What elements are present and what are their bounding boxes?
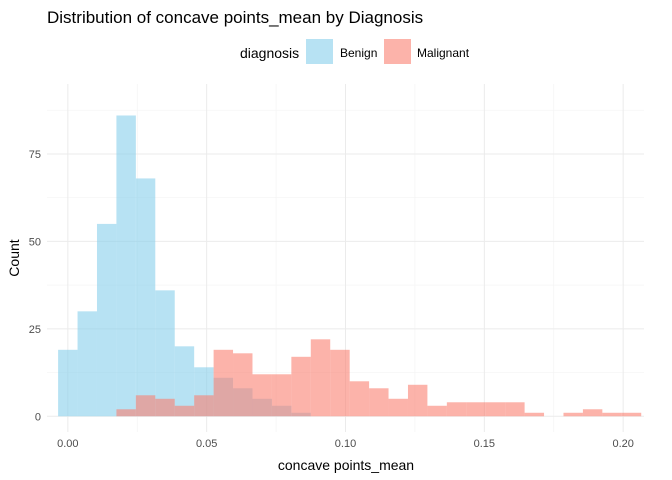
x-tick-label: 0.20 [612, 438, 633, 450]
bar-malignant [524, 412, 545, 417]
x-axis-ticks: 0.00 0.05 0.10 0.15 0.20 [57, 438, 634, 450]
legend-swatch-benign [306, 39, 333, 64]
x-tick-label: 0.10 [335, 438, 356, 450]
bar-malignant [582, 409, 603, 417]
bars [58, 115, 642, 417]
bar-malignant [349, 381, 370, 417]
legend-title: diagnosis [240, 45, 299, 61]
bar-benign [155, 290, 175, 417]
bar-benign [96, 223, 117, 417]
bar-malignant [602, 412, 622, 417]
bar-benign [77, 311, 97, 417]
y-tick-label: 0 [35, 411, 41, 423]
y-tick-label: 50 [29, 236, 41, 248]
bar-malignant [446, 402, 467, 417]
bar-malignant [505, 402, 525, 417]
bar-malignant [271, 374, 292, 417]
bar-benign [174, 346, 195, 417]
bar-malignant [233, 353, 253, 417]
bar-malignant [563, 412, 583, 417]
bar-malignant [407, 384, 428, 417]
y-axis-ticks: 0 25 50 75 [29, 149, 41, 423]
legend-label-malignant: Malignant [417, 46, 470, 60]
legend-label-benign: Benign [340, 46, 377, 60]
x-tick-label: 0.05 [196, 438, 217, 450]
legend: diagnosis Benign Malignant [240, 39, 470, 64]
legend-swatch-malignant [384, 39, 411, 64]
x-tick-label: 0.00 [57, 438, 78, 450]
bar-malignant [621, 412, 642, 417]
bar-malignant [485, 402, 506, 417]
bar-malignant [194, 395, 214, 417]
bar-benign [116, 115, 136, 417]
y-axis-label: Count [6, 239, 22, 276]
bar-malignant [427, 405, 447, 417]
bar-malignant [369, 388, 389, 417]
bar-malignant [116, 409, 136, 417]
bar-malignant [310, 339, 331, 417]
bar-malignant [330, 349, 350, 417]
bar-malignant [213, 349, 234, 417]
bar-malignant [135, 395, 156, 417]
chart-title: Distribution of concave points_mean by D… [47, 8, 423, 27]
bar-benign [135, 178, 156, 417]
y-tick-label: 25 [29, 324, 41, 336]
x-axis-label: concave points_mean [278, 457, 414, 473]
bar-malignant [291, 356, 311, 417]
y-tick-label: 75 [29, 149, 41, 161]
bar-malignant [388, 398, 408, 417]
bar-malignant [174, 405, 195, 417]
bar-malignant [155, 398, 175, 417]
bar-malignant [466, 402, 486, 417]
x-tick-label: 0.15 [474, 438, 495, 450]
bar-benign [58, 349, 78, 417]
bar-malignant [252, 374, 272, 417]
